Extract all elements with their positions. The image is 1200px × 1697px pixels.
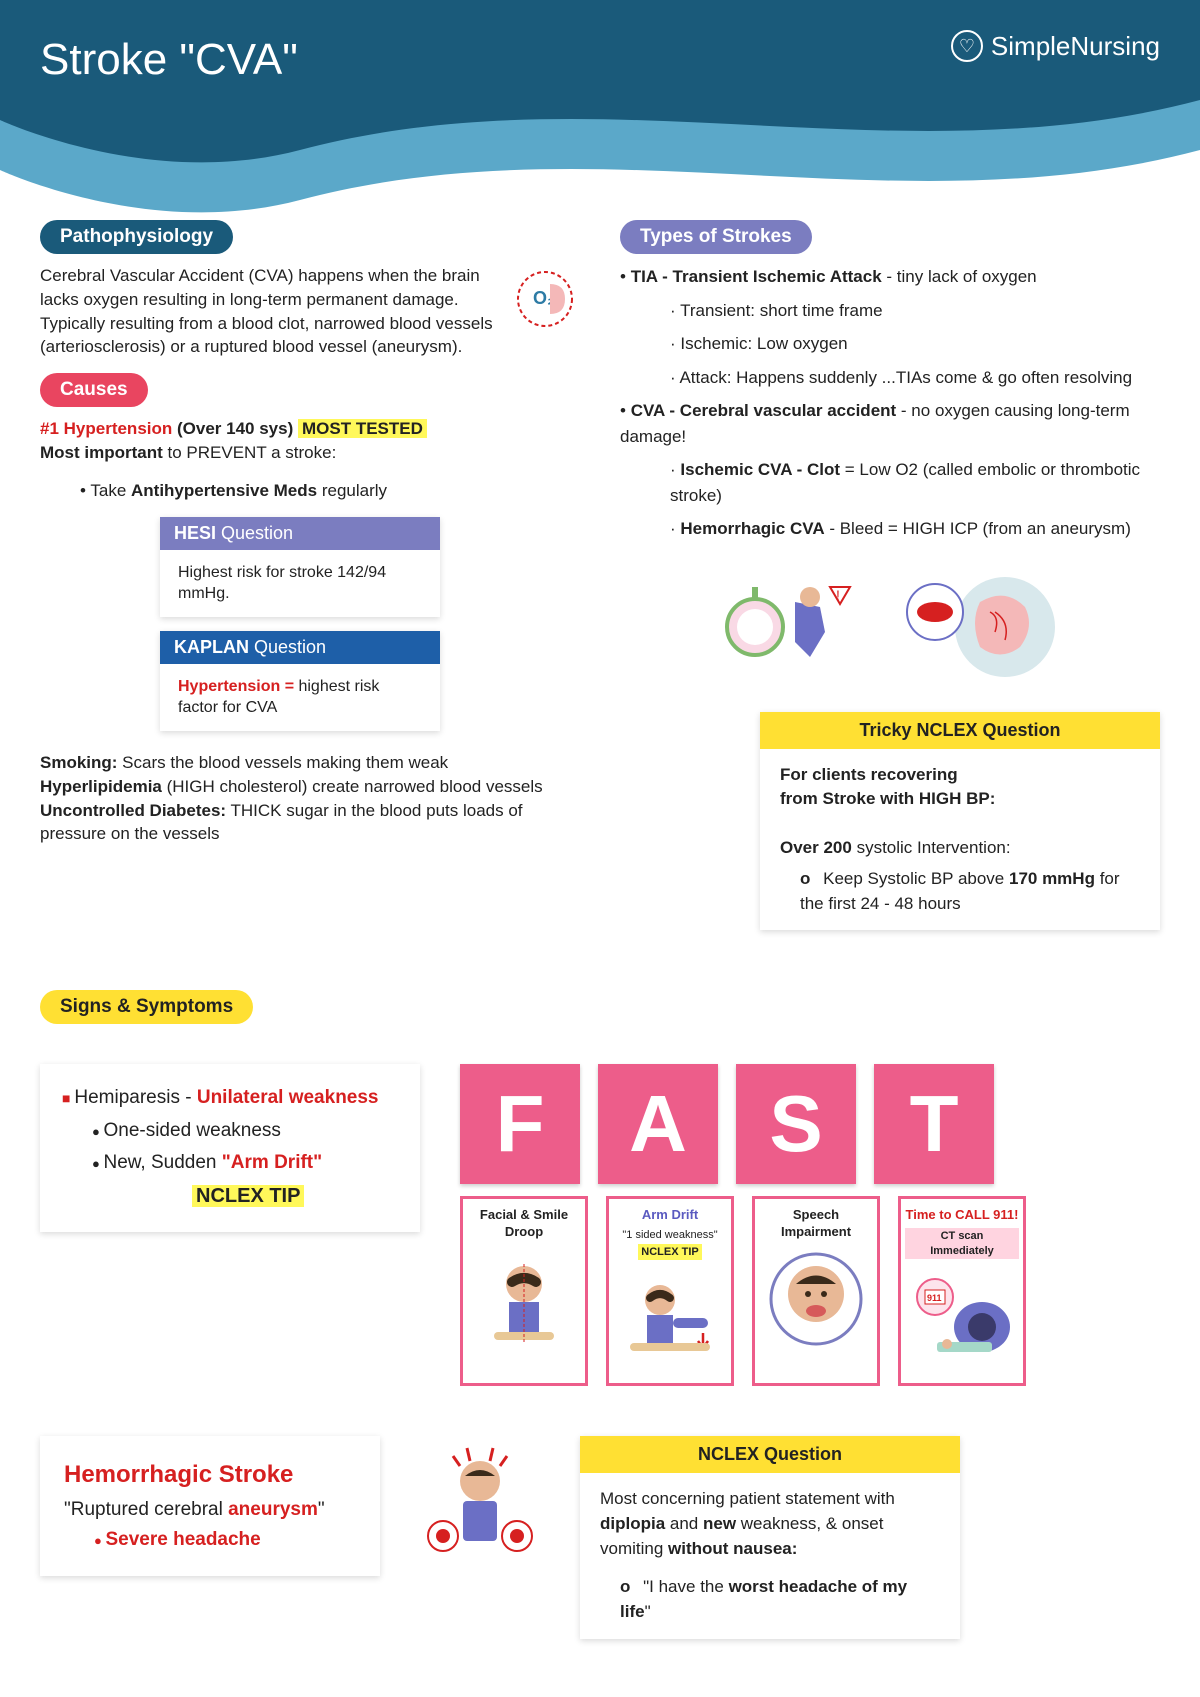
lower-section: Signs & Symptoms Hemiparesis - Unilatera…: [0, 990, 1200, 1678]
brand-text: SimpleNursing: [991, 31, 1160, 62]
pathophysiology-pill: Pathophysiology: [40, 220, 233, 254]
fast-letter-a: A: [598, 1064, 718, 1184]
cva-sub1: Ischemic CVA - Clot = Low O2 (called emb…: [670, 457, 1160, 508]
signs-sub1: One-sided weakness: [92, 1115, 398, 1147]
fast-letter-f: F: [460, 1064, 580, 1184]
types-illustrations: !: [620, 562, 1160, 692]
tia-sub1: Transient: short time frame: [670, 298, 1160, 324]
tia-item: TIA - Transient Ischemic Attack - tiny l…: [620, 264, 1160, 290]
hem-line: "Ruptured cerebral aneurysm": [64, 1495, 356, 1525]
ct-scan-icon: 911: [905, 1267, 1019, 1367]
fast-card-a: Arm Drift "1 sided weakness" NCLEX TIP: [606, 1196, 734, 1386]
types-list: TIA - Transient Ischemic Attack - tiny l…: [620, 264, 1160, 542]
other-causes: Smoking: Scars the blood vessels making …: [40, 751, 580, 846]
brand-heart-icon: ♡: [951, 30, 983, 62]
speech-icon: [759, 1249, 873, 1349]
fast-letter-s: S: [736, 1064, 856, 1184]
causes-pill: Causes: [40, 373, 148, 407]
kaplan-head: KAPLAN Question: [160, 631, 440, 664]
fast-card-t: Time to CALL 911! CT scan Immediately 91…: [898, 1196, 1026, 1386]
header: Stroke "CVA" ♡ SimpleNursing: [0, 0, 1200, 220]
hesi-body: Highest risk for stroke 142/94 mmHg.: [160, 550, 440, 617]
arm-drift-icon: [613, 1268, 727, 1368]
types-pill: Types of Strokes: [620, 220, 812, 254]
fast-letters-row: F A S T: [460, 1064, 1160, 1184]
tricky-head: Tricky NCLEX Question: [760, 712, 1160, 749]
fast-letter-t: T: [874, 1064, 994, 1184]
cva-sub2: Hemorrhagic CVA - Bleed = HIGH ICP (from…: [670, 516, 1160, 542]
kaplan-body: Hypertension = highest risk factor for C…: [160, 664, 440, 731]
hesi-head: HESI Question: [160, 517, 440, 550]
main-content: Pathophysiology Cerebral Vascular Accide…: [0, 220, 1200, 990]
svg-text:911: 911: [927, 1293, 942, 1303]
kaplan-question-box: KAPLAN Question Hypertension = highest r…: [160, 631, 440, 731]
facial-droop-icon: [467, 1249, 581, 1349]
signs-pill: Signs & Symptoms: [40, 990, 253, 1024]
dizzy-person-icon: !: [725, 562, 865, 692]
hem-title: Hemorrhagic Stroke: [64, 1456, 356, 1494]
fast-card-s: Speech Impairment: [752, 1196, 880, 1386]
fast-section: F A S T Facial & Smile Droop Arm Drift "…: [460, 1034, 1160, 1386]
tricky-body: For clients recovering from Stroke with …: [760, 749, 1160, 931]
right-column: Types of Strokes TIA - Transient Ischemi…: [620, 220, 1160, 950]
page-title: Stroke "CVA": [40, 35, 298, 85]
fast-card-f: Facial & Smile Droop: [460, 1196, 588, 1386]
brand: ♡ SimpleNursing: [951, 30, 1160, 62]
patho-text: Cerebral Vascular Accident (CVA) happens…: [40, 264, 500, 359]
tia-sub2: Ischemic: Low oxygen: [670, 331, 1160, 357]
hemorrhagic-box: Hemorrhagic Stroke "Ruptured cerebral an…: [40, 1436, 380, 1575]
causes-bullet: • Take Antihypertensive Meds regularly: [80, 479, 580, 503]
cva-item: CVA - Cerebral vascular accident - no ox…: [620, 398, 1160, 449]
bottom-row: Hemorrhagic Stroke "Ruptured cerebral an…: [40, 1436, 1160, 1638]
tricky-nclex-card: Tricky NCLEX Question For clients recove…: [760, 712, 1160, 931]
nclex2-body: Most concerning patient statement with d…: [580, 1473, 960, 1638]
signs-row: Hemiparesis - Unilateral weakness One-si…: [40, 1034, 1160, 1386]
brain-clot-icon: [895, 562, 1055, 692]
causes-line1: #1 Hypertension (Over 140 sys) MOST TEST…: [40, 417, 580, 465]
svg-text:!: !: [836, 587, 840, 603]
signs-sub2: New, Sudden "Arm Drift": [92, 1147, 398, 1179]
left-column: Pathophysiology Cerebral Vascular Accide…: [40, 220, 580, 950]
headache-icon: [410, 1436, 550, 1586]
hem-bullet: Severe headache: [94, 1525, 356, 1555]
page: Stroke "CVA" ♡ SimpleNursing Pathophysio…: [0, 0, 1200, 1697]
nclex2-head: NCLEX Question: [580, 1436, 960, 1473]
hemiparesis-line: Hemiparesis - Unilateral weakness: [62, 1082, 398, 1114]
brain-o2-icon: O₂: [510, 264, 580, 334]
hesi-question-box: HESI Question Highest risk for stroke 14…: [160, 517, 440, 617]
signs-box: Hemiparesis - Unilateral weakness One-si…: [40, 1064, 420, 1231]
nclex-question-card: NCLEX Question Most concerning patient s…: [580, 1436, 960, 1638]
fast-cards-row: Facial & Smile Droop Arm Drift "1 sided …: [460, 1196, 1160, 1386]
nclex-tip-badge: NCLEX TIP: [192, 1185, 304, 1207]
tia-sub3: Attack: Happens suddenly ...TIAs come & …: [670, 365, 1160, 391]
